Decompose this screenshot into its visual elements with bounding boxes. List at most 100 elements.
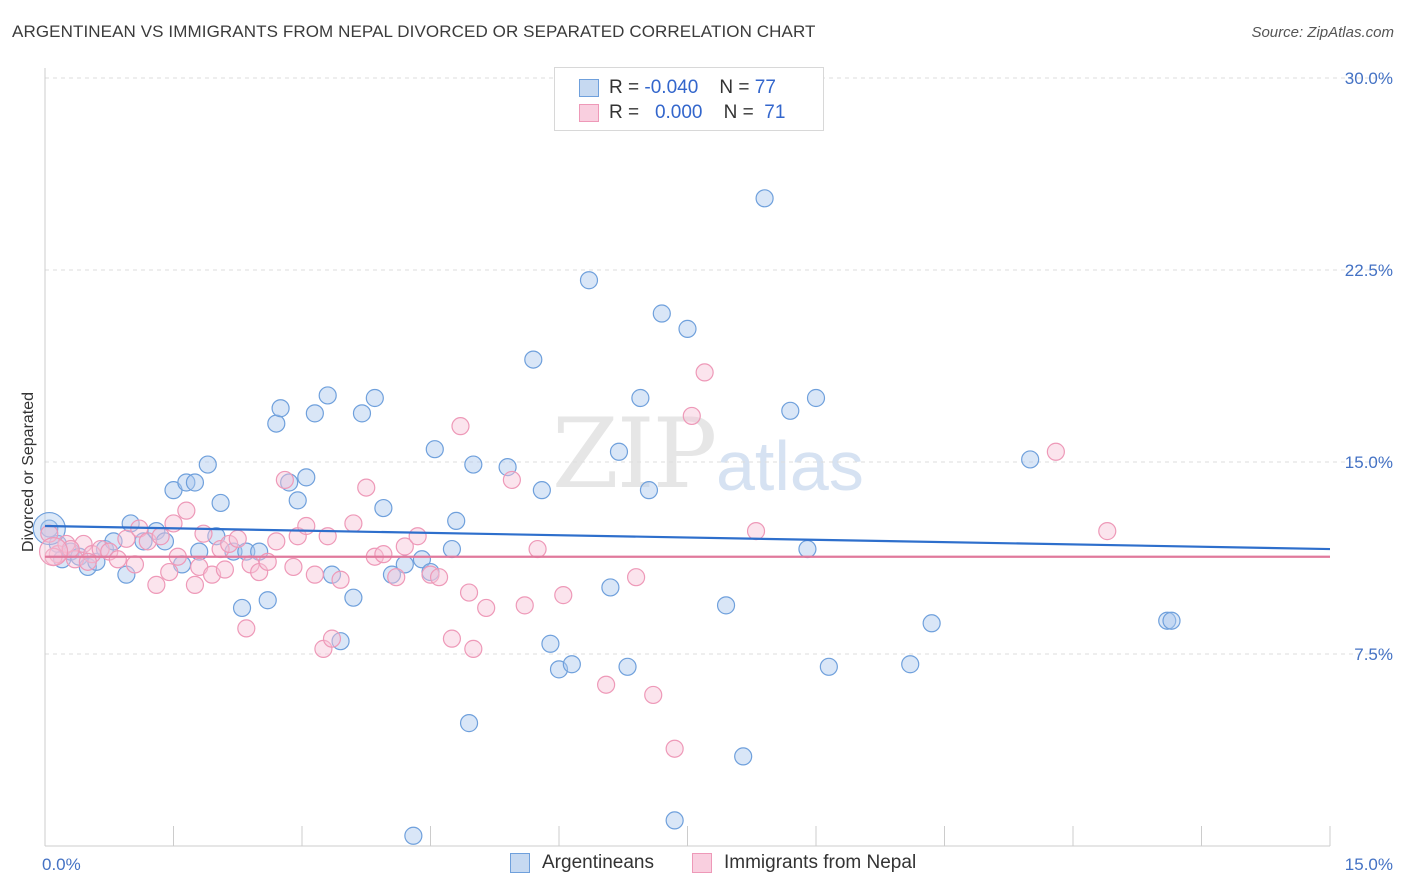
point-argentineans [318, 386, 337, 405]
trend-lines [44, 524, 1331, 558]
point-argentineans [639, 481, 659, 500]
point-argentineans [185, 473, 205, 492]
y-tick-label: 7.5% [1354, 645, 1393, 664]
y-tick-label: 30.0% [1345, 69, 1393, 88]
n-value: 71 [764, 102, 786, 123]
point-nepal [147, 575, 166, 594]
point-nepal [220, 534, 239, 554]
y-tick-label: 22.5% [1345, 261, 1393, 280]
r-label: R = [609, 102, 640, 123]
point-argentineans [532, 481, 551, 500]
swatch-pink [692, 853, 712, 873]
point-argentineans [734, 747, 753, 766]
point-nepal [626, 568, 646, 587]
point-argentineans [652, 304, 671, 323]
n-label: N = [723, 102, 754, 123]
watermark-atlas: atlas [716, 427, 864, 505]
point-argentineans [211, 493, 230, 513]
x-tick-label: 15.0% [1345, 855, 1393, 874]
point-argentineans [631, 388, 650, 408]
point-nepal [228, 529, 247, 548]
point-nepal [459, 583, 479, 602]
r-label: R = [609, 77, 640, 98]
point-argentineans [609, 442, 629, 461]
point-argentineans [922, 614, 941, 633]
point-argentineans [365, 388, 384, 408]
point-argentineans [665, 811, 684, 830]
tick-labels: 7.5% 15.0% 22.5% 30.0% 0.0% 15.0% Divorced or … [20, 69, 1393, 874]
point-argentineans [412, 550, 432, 569]
point-nepal [515, 596, 534, 615]
point-argentineans [198, 455, 217, 474]
point-nepal [1046, 442, 1065, 461]
chart-title: ARGENTINEAN VS IMMIGRANTS FROM NEPAL DIV… [12, 22, 816, 41]
point-argentineans [404, 826, 423, 845]
point-nepal [125, 555, 145, 574]
point-argentineans [267, 414, 286, 433]
point-argentineans [425, 440, 444, 459]
point-nepal [477, 598, 496, 618]
swatch-blue [579, 79, 599, 97]
point-argentineans [524, 350, 543, 369]
point-nepal [108, 550, 127, 569]
point-nepal [267, 532, 286, 551]
point-argentineans [1021, 450, 1040, 469]
point-nepal [502, 470, 521, 490]
legend-row-nepal: R = 0.000 N = 71 [579, 101, 785, 125]
point-nepal [554, 586, 573, 605]
point-argentineans [288, 491, 307, 510]
point-nepal [387, 568, 406, 587]
point-nepal [395, 537, 414, 556]
point-nepal [408, 527, 427, 546]
point-nepal [331, 570, 350, 589]
point-argentineans [562, 655, 581, 674]
legend-item-argentineans: Argentineans [510, 852, 654, 874]
point-nepal [597, 675, 616, 694]
point-argentineans [40, 519, 59, 538]
point-argentineans [901, 655, 920, 674]
point-nepal [374, 545, 393, 564]
point-argentineans [305, 404, 324, 423]
swatch-pink [579, 104, 599, 122]
r-value: 0.000 [654, 102, 703, 123]
point-nepal [682, 406, 701, 426]
point-nepal [429, 568, 449, 587]
point-nepal [464, 639, 483, 658]
point-nepal [695, 363, 714, 382]
point-argentineans [819, 657, 838, 676]
point-argentineans [464, 455, 483, 474]
point-nepal [357, 478, 376, 497]
point-argentineans [781, 401, 800, 420]
point-nepal [746, 522, 766, 541]
point-nepal [1098, 522, 1117, 541]
n-value: 77 [754, 77, 776, 98]
point-argentineans [442, 539, 462, 559]
point-nepal [215, 560, 234, 579]
r-value: -0.040 [644, 77, 699, 98]
point-nepal [305, 565, 324, 584]
point-nepal [284, 557, 303, 577]
point-nepal [451, 417, 470, 436]
point-nepal [644, 685, 663, 705]
series-legend: Argentineans Immigrants from Nepal [0, 852, 1406, 878]
series-nepal [38, 363, 1117, 758]
point-nepal [528, 539, 547, 559]
point-argentineans [716, 596, 736, 615]
point-nepal [275, 470, 294, 490]
trend-line-argentineans [44, 524, 1331, 551]
point-nepal [237, 619, 256, 638]
point-argentineans [806, 388, 826, 408]
point-argentineans [232, 598, 252, 618]
point-argentineans [352, 404, 372, 423]
watermark-zip: ZIP [552, 398, 717, 510]
legend-item-nepal: Immigrants from Nepal [692, 852, 916, 874]
point-nepal [185, 575, 205, 594]
y-tick-label: 15.0% [1345, 453, 1393, 472]
n-label: N = [719, 77, 750, 98]
source-credit: Source: ZipAtlas.com [1251, 24, 1394, 41]
point-argentineans [459, 714, 479, 733]
point-nepal [442, 629, 462, 648]
point-argentineans [447, 511, 466, 530]
point-argentineans [374, 498, 393, 518]
